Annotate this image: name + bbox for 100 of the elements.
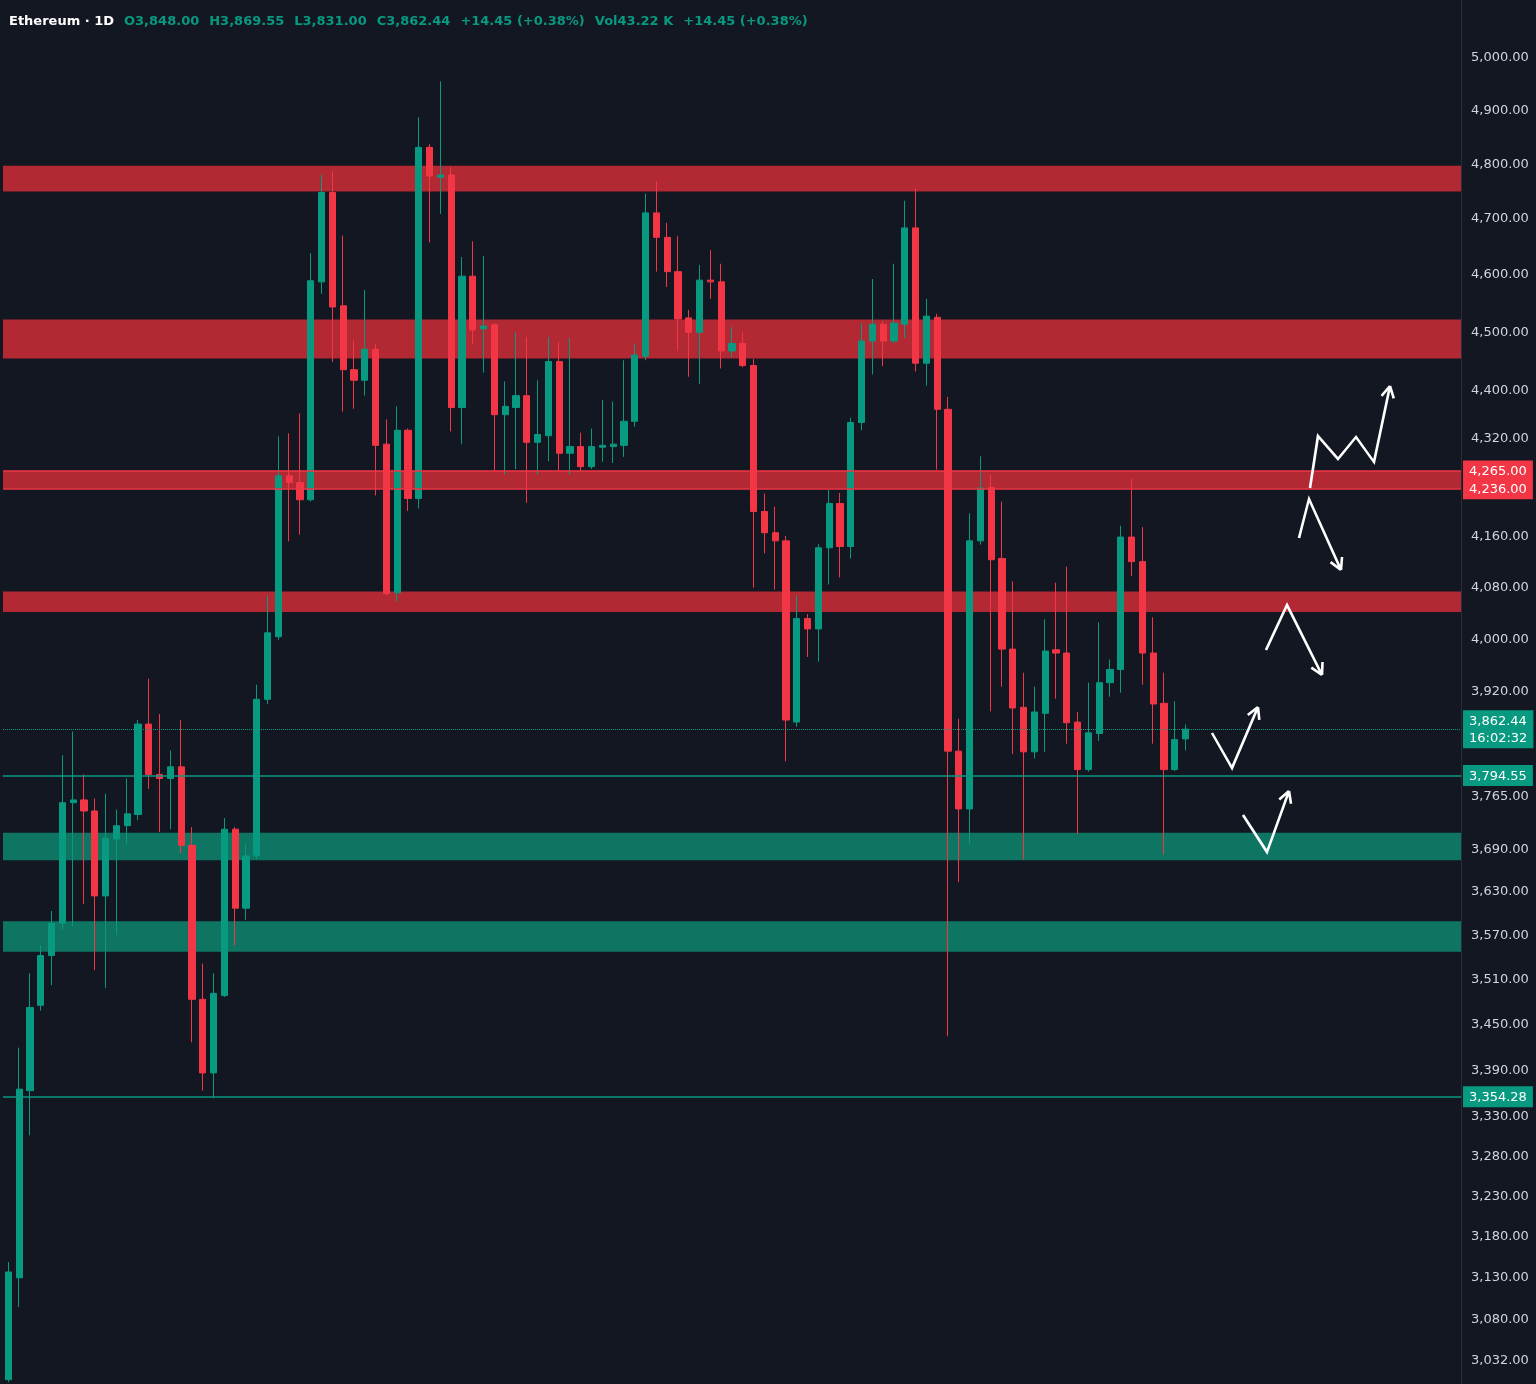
candlestick: [145, 678, 152, 790]
candlestick: [739, 331, 746, 368]
y-tick-label: 3,510.00: [1471, 970, 1529, 986]
candlestick: [437, 80, 444, 215]
candlestick: [1009, 580, 1016, 755]
annotation: Vol43.22 K: [594, 12, 675, 28]
candlestick: [178, 719, 185, 854]
candlestick: [815, 543, 822, 663]
y-tick-label: 4,800.00: [1471, 155, 1529, 171]
candlestick: [502, 380, 509, 476]
candlestick: [1150, 616, 1157, 745]
y-tick-label: 4,000.00: [1471, 630, 1529, 646]
candlestick: [329, 170, 336, 363]
candlestick: [1160, 672, 1168, 856]
candlestick: [728, 326, 736, 358]
candlestick: [718, 263, 725, 369]
candlestick: [361, 289, 368, 397]
candlestick: [890, 263, 898, 344]
y-tick-label: 5,000.00: [1471, 49, 1529, 65]
candlestick: [685, 309, 692, 378]
candlestick: [1117, 525, 1124, 694]
candlestick: [631, 342, 638, 428]
y-tick-label: 3,390.00: [1471, 1061, 1529, 1077]
candlestick: [199, 963, 206, 1092]
candlestick: [696, 264, 703, 385]
candlestick: [534, 379, 541, 476]
candlestick: [642, 193, 649, 361]
candlestick: [124, 778, 131, 845]
candlestick: [869, 278, 876, 375]
candlestick: [610, 401, 617, 464]
y-tick-label: 3,765.00: [1471, 788, 1529, 804]
candlestick: [545, 336, 552, 462]
y-tick-label: 3,570.00: [1471, 926, 1529, 942]
y-tick-label: 3,230.00: [1471, 1187, 1529, 1203]
y-tick-label: 4,500.00: [1471, 323, 1529, 339]
candlestick: [955, 718, 962, 883]
candlestick: [707, 249, 714, 300]
y-tick-label: 3,080.00: [1471, 1311, 1529, 1327]
y-tick-label: 3,690.00: [1471, 840, 1529, 856]
candlestick: [458, 256, 466, 445]
candlestick: [415, 116, 422, 509]
candlestick: [826, 489, 833, 586]
candlestick: [102, 793, 109, 989]
candlestick: [761, 493, 768, 554]
y-tick-label: 4,160.00: [1471, 528, 1529, 544]
candlestick: [188, 826, 196, 1043]
candlestick: [804, 613, 811, 658]
candlestick: [880, 320, 887, 367]
y-tick-label: 4,900.00: [1471, 101, 1529, 117]
annotation: +14.45 (+0.38%): [683, 12, 808, 28]
ref-line-label: 3,354.28: [1469, 1089, 1527, 1105]
y-tick-label: 3,130.00: [1471, 1269, 1529, 1285]
annotation: +14.45 (+0.38%): [460, 12, 585, 28]
candlestick: [836, 492, 844, 578]
candlestick: [469, 240, 476, 345]
candlestick: [275, 435, 282, 641]
candlestick: [847, 417, 854, 559]
candlestick: [480, 255, 487, 374]
candlestick: [588, 427, 595, 470]
y-tick-label: 3,450.00: [1471, 1015, 1529, 1031]
candlestick: [48, 910, 55, 986]
candlestick: [1020, 672, 1027, 860]
candlestick: [772, 506, 779, 591]
candlestick: [5, 1261, 12, 1383]
annotation: H3,869.55: [209, 12, 285, 28]
candlestick: [1074, 711, 1081, 835]
candlestick: [242, 843, 250, 921]
candlestick: [156, 713, 163, 833]
candlestick: [664, 222, 671, 288]
candlestick: [858, 322, 865, 431]
annotation: C3,862.44: [376, 12, 451, 28]
ref-line-label: 3,862.44 16:02:32: [1469, 713, 1528, 746]
candlestick: [37, 944, 44, 1012]
candlestick: [232, 826, 239, 946]
candlestick: [221, 817, 228, 998]
candlestick: [653, 180, 660, 273]
candlestick: [113, 809, 120, 936]
candlestick: [1063, 566, 1070, 745]
candlestick: [599, 399, 606, 463]
y-tick-label: 4,080.00: [1471, 578, 1529, 594]
candlestick: [80, 773, 88, 905]
candlestick: [307, 252, 314, 503]
candlestick: [350, 339, 358, 410]
ref-line-label: 3,794.55: [1469, 767, 1527, 783]
annotation: O3,848.00: [124, 12, 200, 28]
y-tick-label: 3,630.00: [1471, 883, 1529, 899]
candlestick: [793, 594, 800, 728]
candlestick: [901, 200, 908, 339]
candlestick: [923, 298, 930, 387]
y-tick-label: 4,700.00: [1471, 210, 1529, 226]
y-tick-label: 3,180.00: [1471, 1228, 1529, 1244]
candlestick: [566, 337, 574, 476]
candlestick: [512, 331, 520, 470]
ref-line-label: 4,265.00: [1469, 463, 1527, 479]
y-tick-label: 4,400.00: [1471, 382, 1529, 398]
candlestick: [977, 455, 984, 546]
candlestick: [91, 798, 98, 971]
candlestick: [912, 187, 919, 372]
candlestick: [620, 359, 628, 458]
y-tick-label: 3,280.00: [1471, 1147, 1529, 1163]
